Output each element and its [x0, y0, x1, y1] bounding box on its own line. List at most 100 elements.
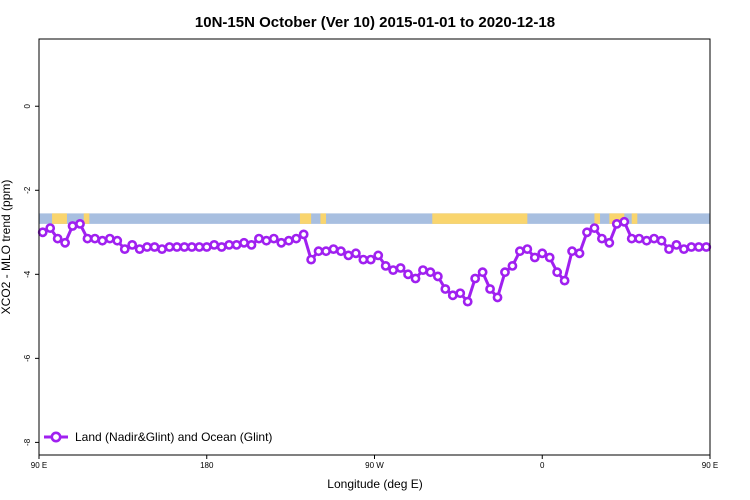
data-point — [216, 242, 227, 252]
data-point — [626, 233, 637, 244]
data-point — [604, 237, 615, 248]
data-point — [90, 233, 100, 244]
data-point — [388, 265, 399, 276]
data-point — [403, 269, 413, 280]
x-tick-label: 0 — [540, 461, 545, 470]
data-point — [410, 273, 421, 284]
data-point — [522, 244, 533, 255]
data-point — [567, 246, 577, 257]
data-point — [596, 233, 607, 244]
chart-title: 10N-15N October (Ver 10) 2015-01-01 to 2… — [195, 14, 555, 31]
land-segment — [83, 213, 90, 224]
data-point — [179, 242, 190, 252]
data-point — [254, 233, 264, 244]
data-point — [37, 227, 48, 238]
data-point — [365, 254, 376, 265]
data-point — [127, 239, 138, 250]
legend-label: Land (Nadir&Glint) and Ocean (Glint) — [75, 430, 272, 444]
data-point — [619, 216, 630, 227]
x-tick-label: 90 E — [702, 461, 718, 470]
data-point — [589, 223, 600, 233]
data-point — [686, 242, 697, 252]
data-point — [75, 218, 85, 229]
data-point — [552, 267, 563, 278]
data-point — [67, 221, 78, 231]
data-point — [373, 250, 384, 261]
y-tick-label: -8 — [23, 438, 32, 446]
data-point — [298, 229, 309, 240]
data-point — [201, 242, 212, 252]
data-point — [52, 233, 63, 244]
land-segment — [320, 213, 327, 224]
data-point — [418, 265, 428, 276]
data-point — [134, 244, 145, 255]
land-segment — [631, 213, 638, 224]
data-point — [306, 254, 317, 265]
x-tick-label: 90 W — [365, 461, 384, 470]
data-point — [328, 244, 339, 255]
data-point — [142, 242, 153, 252]
x-axis-label: Longitude (deg E) — [327, 477, 422, 491]
data-point — [529, 252, 540, 263]
y-axis-label: XCO2 - MLO trend (ppm) — [0, 180, 13, 315]
data-point — [395, 263, 406, 273]
data-point — [425, 267, 436, 278]
data-point — [537, 248, 548, 259]
data-point — [97, 235, 108, 246]
data-point — [276, 237, 287, 248]
data-point — [45, 223, 56, 233]
data-point — [343, 250, 354, 261]
legend: Land (Nadir&Glint) and Ocean (Glint) — [44, 430, 272, 444]
data-point — [432, 271, 443, 282]
data-point — [693, 242, 704, 252]
data-point — [261, 235, 272, 246]
data-point — [313, 246, 324, 257]
data-point — [679, 244, 689, 255]
data-point — [485, 284, 495, 294]
data-point — [157, 244, 167, 255]
legend-marker-swatch — [50, 431, 62, 443]
data-point — [291, 233, 302, 244]
land-segment — [299, 213, 312, 224]
data-point — [462, 296, 473, 307]
data-point — [119, 244, 130, 255]
data-point — [514, 246, 525, 257]
data-point — [507, 261, 518, 271]
land-segment — [594, 213, 601, 224]
land-segment — [432, 213, 528, 224]
data-point — [671, 239, 682, 250]
data-point — [574, 248, 585, 259]
data-point — [186, 242, 197, 252]
data-point — [380, 261, 391, 271]
land-ocean-mask — [39, 213, 710, 224]
y-tick-label: -2 — [23, 186, 32, 194]
data-point — [477, 267, 488, 278]
data-point — [582, 227, 592, 238]
plot-frame — [38, 38, 711, 456]
data-point — [470, 273, 481, 284]
axis-ticks: 90 E 180 90 W 0 90 E 0 -2 -4 -6 -8 — [23, 103, 718, 470]
data-point — [209, 239, 220, 250]
data-point — [641, 235, 652, 246]
data-point — [500, 267, 510, 278]
data-point — [701, 242, 712, 252]
data-point — [336, 246, 346, 257]
data-point — [440, 284, 451, 294]
data-point — [611, 218, 622, 229]
data-point — [239, 237, 249, 248]
data-point — [455, 288, 466, 299]
data-point — [559, 275, 570, 286]
data-point — [104, 233, 115, 244]
data-point — [634, 233, 645, 244]
series-layer — [37, 216, 712, 307]
data-point — [664, 244, 674, 255]
x-tick-label: 90 E — [31, 461, 47, 470]
data-point — [246, 239, 257, 250]
data-point — [172, 242, 182, 252]
data-point — [649, 233, 659, 244]
data-point — [321, 246, 331, 257]
data-point — [231, 239, 242, 250]
data-point — [60, 237, 70, 248]
data-point — [112, 235, 123, 246]
land-segment — [609, 213, 625, 224]
